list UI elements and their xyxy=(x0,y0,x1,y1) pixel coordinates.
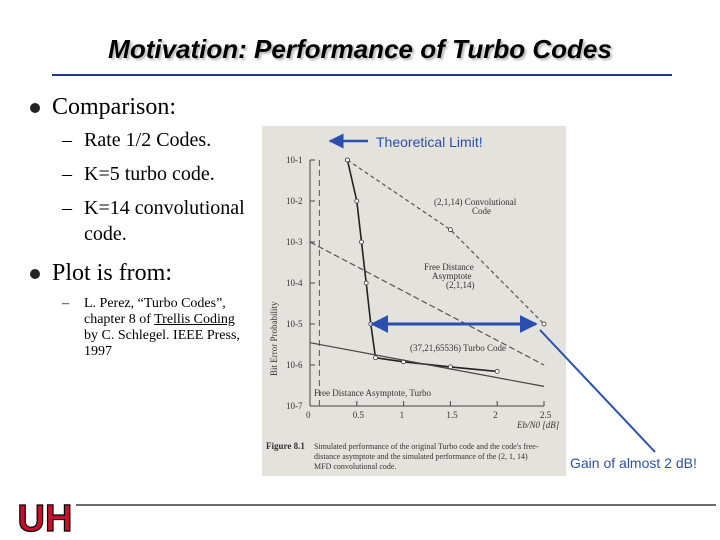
data-point xyxy=(354,198,360,204)
bullet-text: Comparison: xyxy=(52,94,176,120)
turbo-label: (37,21,65536) Turbo Code xyxy=(410,343,506,353)
gain-callout: Gain of almost 2 dB! xyxy=(570,455,697,471)
subitem-continuation: code. xyxy=(84,222,264,246)
bullet-dot xyxy=(30,269,40,279)
data-point xyxy=(541,321,547,327)
data-point xyxy=(363,280,369,286)
dash: – xyxy=(62,296,69,311)
figure-caption-line: MFD convolutional code. xyxy=(314,462,396,471)
slide-title: Motivation: Performance of Turbo Codes xyxy=(108,34,612,64)
conv-label-2: Code xyxy=(472,206,491,216)
figure-caption-line: distance asymptote and the simulated per… xyxy=(314,452,528,461)
y-tick-label: 10-6 xyxy=(286,360,303,370)
subitem-text: K=14 convolutional xyxy=(84,197,245,219)
y-tick-label: 10-5 xyxy=(286,319,303,329)
x-ticks: 0 0.5 1 1.5 2 2.5 xyxy=(306,401,552,420)
data-point xyxy=(373,355,378,361)
footer-rule xyxy=(76,504,716,506)
bullet-dot xyxy=(30,103,40,113)
y-tick-label: 10-2 xyxy=(286,196,303,206)
fda-label-1: Free Distance xyxy=(424,262,474,272)
logo-lettering: UH xyxy=(18,498,73,536)
data-point xyxy=(494,368,500,374)
fda-turbo-label: Free Distance Asymptote, Turbo xyxy=(314,388,431,398)
figure-caption-line: Simulated performance of the original Tu… xyxy=(314,442,539,451)
dash: – xyxy=(62,163,72,185)
subitem-text: K=5 turbo code. xyxy=(84,163,215,185)
y-tick-label: 10-7 xyxy=(286,401,303,411)
theoretical-limit-callout: Theoretical Limit! xyxy=(376,134,483,150)
citation-line: chapter 8 of Trellis Coding xyxy=(84,312,235,327)
ber-chart: Bit Error Probability 10-110-210-310-410… xyxy=(266,155,560,471)
y-tick-label: 10-3 xyxy=(286,237,303,247)
x-tick-label: 2 xyxy=(493,410,498,420)
citation-line: by C. Schlegel. IEEE Press, xyxy=(84,328,240,343)
free-distance-asymptote-conv xyxy=(309,241,545,366)
ber-figure: Bit Error Probability 10-1 10-2 10-3 10-4 10… xyxy=(262,126,566,476)
data-point xyxy=(345,157,350,163)
turbo-curve xyxy=(346,159,498,373)
university-logo: UH xyxy=(17,497,73,536)
title-underline xyxy=(52,74,672,76)
conv-label-1: (2,1,14) Convolutional xyxy=(434,197,517,207)
data-point xyxy=(368,321,374,327)
x-tick-label: 1.5 xyxy=(446,410,458,420)
x-tick-label: 1 xyxy=(400,410,405,420)
free-distance-asymptote-turbo xyxy=(309,342,545,387)
data-point xyxy=(359,239,364,245)
x-tick-label: 2.5 xyxy=(540,410,552,420)
figure-caption-label: Figure 8.1 xyxy=(266,441,305,451)
convolutional-curve xyxy=(347,159,545,325)
dash: – xyxy=(62,129,72,151)
bullet-text: Plot is from: xyxy=(52,260,173,286)
y-tick-label: 10-4 xyxy=(286,278,303,288)
x-tick-label: 0.5 xyxy=(353,410,365,420)
fda-label-2: Asymptote xyxy=(432,271,472,281)
data-point xyxy=(447,227,453,233)
citation-line: L. Perez, “Turbo Codes”, xyxy=(84,296,226,311)
x-axis-label: Eb/N0 [dB] xyxy=(516,420,560,430)
book-title-link: Trellis Coding xyxy=(154,312,235,327)
citation-line: 1997 xyxy=(84,344,112,359)
y-ticks: 10-1 10-2 10-3 10-4 10-5 10-6 10-7 xyxy=(286,155,315,411)
subitem-text: Rate 1/2 Codes. xyxy=(84,129,212,151)
dash: – xyxy=(62,197,72,219)
y-tick-label: 10-1 xyxy=(286,155,303,165)
y-axis-label: Bit Error Probability xyxy=(269,301,279,376)
x-tick-label: 0 xyxy=(306,410,311,420)
fda-label-3: (2,1,14) xyxy=(446,280,475,290)
subitem-text: code. xyxy=(84,223,127,245)
